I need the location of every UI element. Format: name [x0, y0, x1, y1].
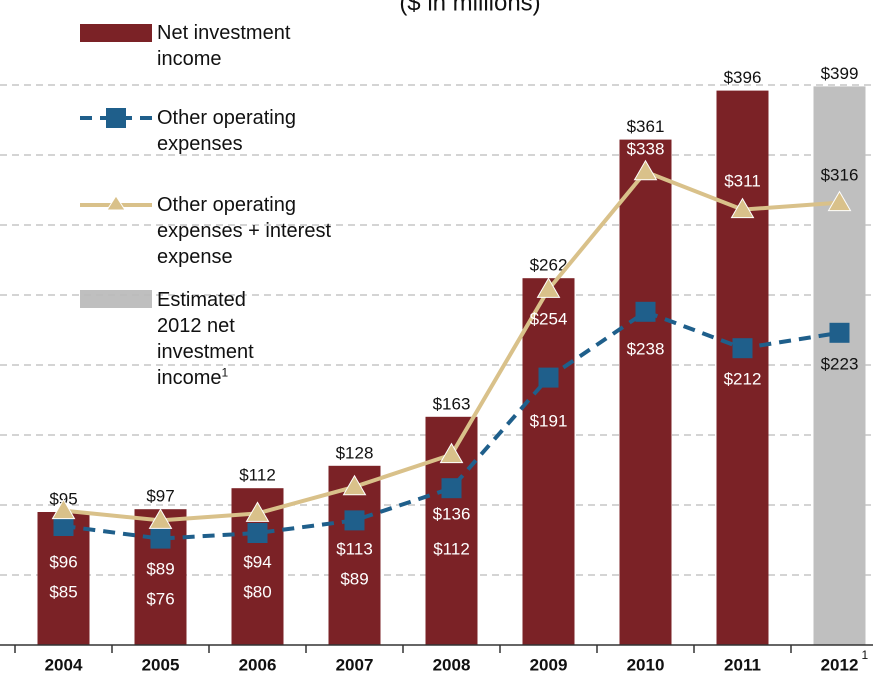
footnote-mark: 1: [862, 648, 869, 662]
bar-value-label: $97: [146, 487, 174, 506]
legend-text: Other operating expenses + interest expe…: [157, 194, 331, 268]
square-marker: [538, 367, 559, 388]
legend-label: Other operating expenses + interest expe…: [157, 192, 337, 270]
line-value-label: $94: [243, 552, 271, 571]
bar-value-label: $396: [724, 68, 762, 87]
x-tick-label: 2007: [336, 655, 374, 674]
legend-text: Net investment income: [157, 22, 291, 70]
line-value-label: $85: [49, 582, 77, 601]
bar-value-label: $112: [239, 466, 276, 485]
line-value-label: $223: [821, 354, 859, 373]
legend-label: Other operating expenses: [157, 105, 327, 157]
bar: [716, 90, 769, 646]
x-tick-label: 2012: [821, 655, 859, 674]
legend-text: Other operating expenses: [157, 107, 296, 155]
bar-value-label: $163: [433, 394, 471, 413]
x-tick-label: 2011: [724, 655, 761, 674]
legend-label: Estimated 2012 net investment income1: [157, 287, 287, 391]
x-tick-label: 2005: [142, 655, 180, 674]
bar-value-label: $262: [530, 256, 568, 275]
bar: [522, 278, 575, 645]
line-value-label: $96: [49, 552, 77, 571]
square-marker: [247, 523, 268, 543]
line-value-label: $76: [146, 589, 174, 608]
line-value-label: $238: [627, 339, 665, 358]
legend-swatch: [80, 24, 152, 42]
triangle-marker: [633, 159, 658, 181]
line-value-label: $89: [340, 569, 368, 588]
chart-title: ($ in millions): [399, 0, 540, 16]
bar-value-label: $361: [627, 117, 665, 136]
x-tick-label: 2006: [239, 655, 277, 674]
bar: [813, 86, 866, 645]
square-marker: [150, 528, 171, 549]
line-value-label: $191: [530, 411, 568, 430]
line-value-label: $316: [821, 165, 859, 184]
square-marker: [441, 478, 462, 499]
triangle-marker: [536, 277, 561, 298]
square-marker: [635, 301, 656, 322]
triangle-marker: [439, 442, 464, 464]
line-value-label: $212: [724, 369, 762, 388]
x-tick-label: 2004: [45, 655, 83, 674]
square-marker: [732, 338, 753, 359]
bar-value-label: $399: [821, 64, 859, 83]
triangle-marker: [827, 190, 852, 212]
square-marker: [829, 322, 850, 343]
legend-text: Estimated 2012 net investment income: [157, 289, 254, 389]
line-value-label: $338: [627, 139, 665, 158]
bar-value-label: $128: [336, 443, 374, 462]
line-value-label: $254: [530, 309, 568, 328]
bar: [328, 465, 381, 645]
x-tick-label: 2009: [530, 655, 568, 674]
legend-marker: [106, 108, 126, 128]
triangle-marker: [342, 474, 367, 496]
line-value-label: $311: [724, 171, 761, 190]
line-value-label: $112: [433, 539, 470, 558]
line-value-label: $113: [336, 539, 373, 558]
x-tick-label: 2010: [627, 655, 665, 674]
legend-swatch: [80, 290, 152, 308]
x-tick-label: 2008: [433, 655, 471, 674]
legend-marker: [106, 195, 126, 211]
triangle-marker: [730, 197, 755, 219]
footnote-mark: 1: [221, 365, 229, 380]
square-marker: [344, 510, 365, 531]
triangle-marker: [148, 508, 173, 529]
line: [63, 309, 840, 541]
line-value-label: $136: [433, 504, 471, 523]
triangle-marker: [245, 501, 270, 522]
legend: [80, 24, 152, 308]
triangle-marker: [51, 498, 76, 520]
line-value-label: $80: [243, 582, 271, 601]
legend-label: Net investment income: [157, 20, 327, 72]
square-marker: [53, 516, 74, 536]
line-value-label: $89: [146, 559, 174, 578]
bar: [619, 139, 672, 645]
